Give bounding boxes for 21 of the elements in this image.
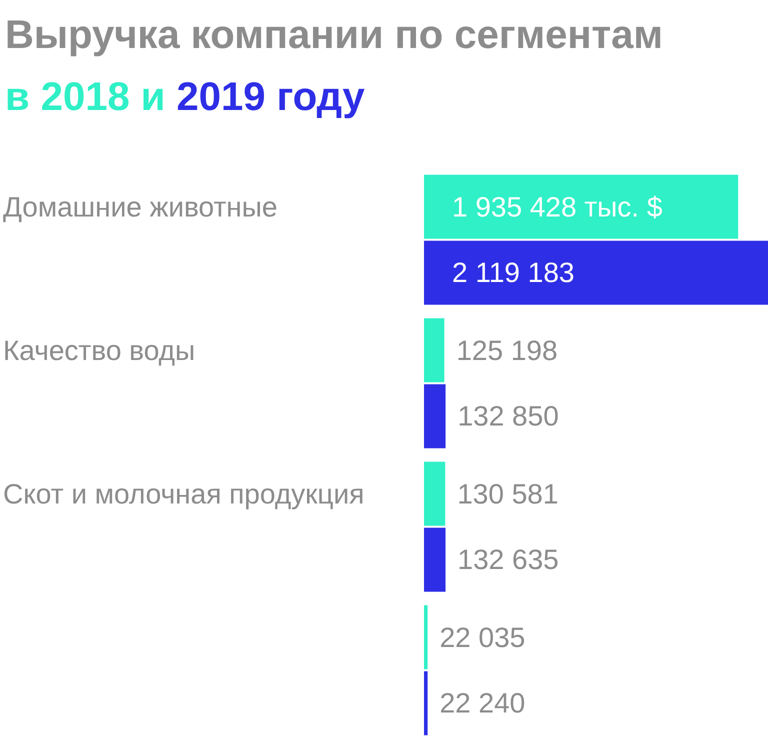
bar <box>424 605 428 670</box>
data-label: 22 240 <box>440 688 526 719</box>
data-label: 130 581 <box>457 478 558 510</box>
data-label: 132 635 <box>458 544 559 576</box>
bar <box>424 671 428 736</box>
bar <box>424 384 446 448</box>
data-label: 125 198 <box>456 334 558 366</box>
bar <box>424 462 446 526</box>
bar <box>424 318 444 382</box>
data-label: 1 935 428 тыс. $ <box>452 191 663 222</box>
data-label: 132 850 <box>458 400 559 432</box>
bar <box>424 528 446 592</box>
y-tick-label: Качество воды <box>3 334 196 366</box>
chart-subtitle: в 2018 и 2019 году <box>5 75 366 119</box>
data-label: 22 035 <box>440 622 526 653</box>
y-tick-label: Скот и молочная продукция <box>3 478 364 510</box>
y-tick-label: Домашние животные <box>3 191 278 222</box>
bar <box>424 240 768 305</box>
chart-title: Выручка компании по сегментам <box>5 13 663 57</box>
data-label: 2 119 183 <box>452 257 574 288</box>
bar <box>424 174 738 239</box>
